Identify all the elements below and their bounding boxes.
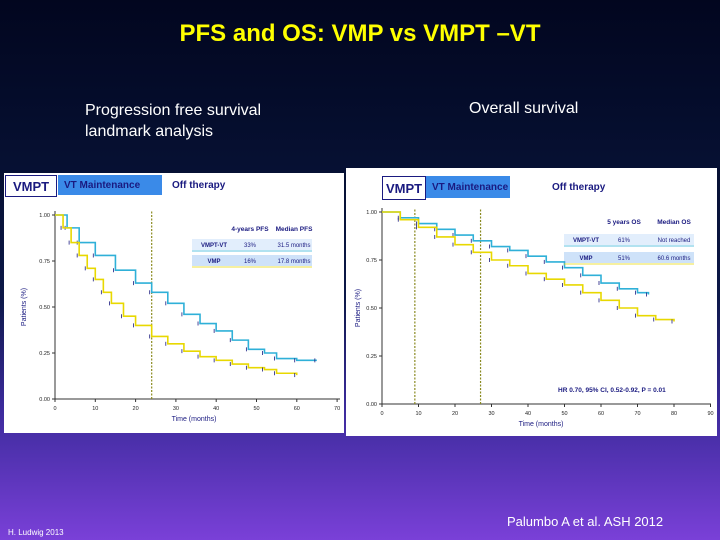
os-y-tick-label: 0.50 (366, 306, 377, 312)
os-table-row-median: Not reached (658, 238, 691, 244)
pfs-phase-maintenance: VT Maintenance (58, 175, 162, 195)
os-y-tick-label: 0.00 (366, 402, 377, 408)
pfs-table-header: 4-years PFS (231, 226, 269, 233)
os-y-axis-label: Patients (%) (355, 289, 362, 327)
os-x-tick-label: 20 (452, 411, 458, 417)
os-plot: 0.00 0.25 0.50 0.75 1.00 0 10 20 30 40 50 60 70 80 90 T… (355, 208, 714, 428)
pfs-table-row-bg (192, 255, 312, 266)
os-x-tick-label: 70 (634, 411, 640, 417)
pfs-x-axis-label: Time (months) (172, 416, 217, 423)
os-y-tick-label: 0.75 (366, 258, 377, 264)
pfs-y-tick-label: 0.00 (39, 397, 50, 403)
os-table-row-name: VMPT-VT (573, 238, 599, 244)
pfs-table-row-median: 31.5 months (277, 243, 310, 249)
pfs-x-tick-label: 0 (53, 406, 56, 412)
os-table-row-median: 60.6 months (657, 256, 690, 262)
os-hazard-ratio: HR 0.70, 95% CI, 0.52-0.92, P = 0.01 (558, 387, 666, 394)
os-phase-off: Off therapy (552, 181, 606, 193)
os-heading: Overall survival (469, 100, 579, 117)
pfs-y-tick-label: 0.50 (39, 305, 50, 311)
os-table-header: Median OS (657, 219, 691, 226)
pfs-table-row-name: VMPT-VT (201, 243, 227, 249)
pfs-chart-panel: VMPT VT Maintenance Off therapy 0.00 0.25… (4, 173, 344, 433)
pfs-table-row-median: 17.8 months (277, 259, 310, 265)
pfs-x-tick-label: 40 (213, 406, 219, 412)
os-table-header: 5 years OS (607, 219, 641, 226)
pfs-table-row-rate: 16% (244, 259, 257, 265)
os-x-tick-label: 90 (707, 411, 713, 417)
os-phase-maintenance: VT Maintenance (426, 176, 510, 198)
pfs-y-tick-label: 0.75 (39, 259, 50, 265)
pfs-x-tick-label: 20 (133, 406, 139, 412)
pfs-y-axis-label: Patients (%) (21, 288, 28, 326)
pfs-table-row-rate: 33% (244, 243, 257, 249)
os-phase-vmpt: VMPT (382, 176, 426, 200)
os-table-row-bg (564, 234, 694, 245)
pfs-y-tick-label: 0.25 (39, 351, 50, 357)
pfs-heading: Progression free survival landmark analy… (85, 102, 262, 140)
pfs-x-tick-label: 10 (92, 406, 98, 412)
pfs-x-tick-label: 50 (253, 406, 259, 412)
author-note: H. Ludwig 2013 (8, 528, 64, 537)
os-chart-panel: VMPT VT Maintenance Off therapy 0.00 0.25… (346, 168, 717, 436)
os-x-tick-label: 80 (671, 411, 677, 417)
os-x-tick-label: 40 (525, 411, 531, 417)
pfs-plot: 0.00 0.25 0.50 0.75 1.00 0 10 20 30 40 50 60 70 Time … (21, 211, 340, 423)
os-x-tick-label: 0 (380, 411, 383, 417)
os-series-vmpt-vt (382, 211, 650, 295)
pfs-y-tick-label: 1.00 (39, 213, 50, 219)
pfs-table-row-bg (192, 239, 312, 250)
pfs-table-row-name: VMP (207, 259, 220, 265)
os-table-row-rate: 51% (618, 256, 631, 262)
os-table-row-name: VMP (579, 256, 592, 262)
pfs-x-tick-label: 70 (334, 406, 340, 412)
pfs-x-tick-label: 30 (173, 406, 179, 412)
slide-title: PFS and OS: VMP vs VMPT –VT (179, 20, 541, 47)
pfs-series-vmp (55, 214, 298, 376)
os-x-tick-label: 30 (488, 411, 494, 417)
os-y-tick-label: 0.25 (366, 354, 377, 360)
os-x-tick-label: 60 (598, 411, 604, 417)
pfs-series-vmpt-vt (55, 214, 317, 362)
pfs-phase-vmpt: VMPT (5, 175, 57, 197)
pfs-x-tick-label: 60 (294, 406, 300, 412)
os-y-tick-label: 1.00 (366, 210, 377, 216)
os-table-row-rate: 61% (618, 238, 631, 244)
os-x-axis-label: Time (months) (519, 421, 564, 428)
citation: Palumbo A et al. ASH 2012 (507, 514, 664, 529)
os-table-row-bg (564, 252, 694, 263)
os-x-tick-label: 10 (415, 411, 421, 417)
os-x-tick-label: 50 (561, 411, 567, 417)
pfs-table-header: Median PFS (276, 226, 314, 233)
pfs-phase-off: Off therapy (172, 179, 226, 191)
os-series-vmp (382, 211, 675, 322)
